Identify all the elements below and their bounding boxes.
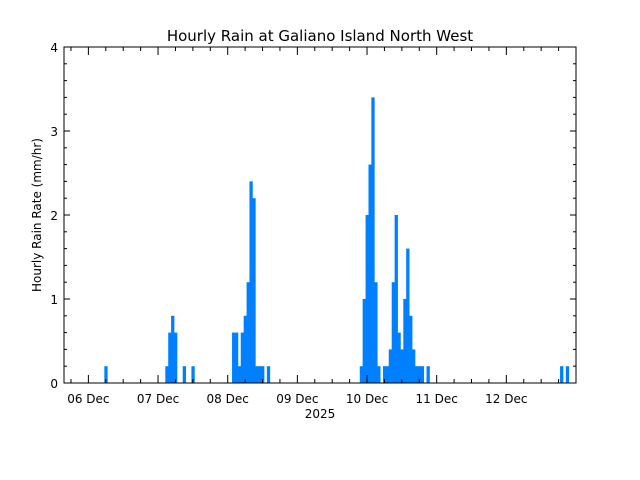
rain-bar xyxy=(397,332,401,383)
rain-bar xyxy=(382,366,387,383)
rain-bar xyxy=(237,366,242,383)
rain-bar xyxy=(261,366,265,383)
rain-bar xyxy=(403,299,407,383)
rain-bar xyxy=(258,366,262,383)
y-axis-label: Hourly Rain Rate (mm/hr) xyxy=(30,138,44,292)
rain-bar xyxy=(266,366,271,383)
y-tick-label: 1 xyxy=(50,293,58,307)
rain-bar xyxy=(168,332,172,383)
rain-bar xyxy=(165,366,169,383)
rain-bar xyxy=(365,215,369,383)
rain-bar xyxy=(362,299,366,383)
rain-bar xyxy=(171,315,175,383)
rain-bar xyxy=(560,366,564,383)
rain-bar xyxy=(232,332,236,383)
rain-bar xyxy=(374,282,378,383)
rain-bar xyxy=(240,332,245,383)
rain-bar xyxy=(409,315,413,383)
rain-bar xyxy=(191,366,195,383)
y-tick-label: 0 xyxy=(50,377,58,391)
y-tick-label: 4 xyxy=(50,41,58,55)
rain-bar xyxy=(249,181,253,383)
plot-frame xyxy=(63,46,577,384)
bar-series xyxy=(104,97,570,384)
rain-bar xyxy=(388,349,393,383)
rain-bar xyxy=(406,248,410,383)
rain-bar xyxy=(377,366,381,383)
rain-bar xyxy=(565,366,570,383)
y-tick-label: 3 xyxy=(50,125,58,139)
y-tick-label: 2 xyxy=(50,209,58,223)
rain-bar xyxy=(414,366,419,383)
chart-title: Hourly Rain at Galiano Island North West xyxy=(167,27,473,45)
rain-bar xyxy=(243,315,247,383)
rain-bar xyxy=(391,282,395,383)
rain-bar xyxy=(252,198,256,383)
rain-bar xyxy=(371,97,375,384)
rain-bar xyxy=(234,332,239,383)
rain-bar xyxy=(394,215,398,383)
x-tick-label: 11 Dec xyxy=(416,392,458,406)
rain-bar xyxy=(255,366,259,383)
rain-bar xyxy=(174,332,178,383)
rain-bar xyxy=(104,366,108,383)
x-tick-label: 06 Dec xyxy=(67,392,109,406)
rain-bar xyxy=(385,366,390,383)
rain-bar xyxy=(417,366,422,383)
x-tick-label: 07 Dec xyxy=(137,392,179,406)
rain-bar xyxy=(412,349,416,383)
rain-bar xyxy=(400,349,404,383)
x-tick-label: 12 Dec xyxy=(485,392,527,406)
rain-bar xyxy=(420,366,425,383)
rain-bar xyxy=(246,282,250,383)
rain-bar xyxy=(426,366,430,383)
rain-bar xyxy=(359,366,364,383)
rain-bar xyxy=(368,164,372,383)
rain-bar xyxy=(182,366,187,383)
x-tick-label: 10 Dec xyxy=(346,392,388,406)
x-tick-label: 08 Dec xyxy=(207,392,249,406)
x-tick-label: 09 Dec xyxy=(276,392,318,406)
x-axis-label: 2025 xyxy=(305,407,336,421)
plot-axes: 0 1 2 3 4 06 Dec 07 Dec 08 Dec 09 Dec 10 Dec 11 De… xyxy=(50,41,577,406)
